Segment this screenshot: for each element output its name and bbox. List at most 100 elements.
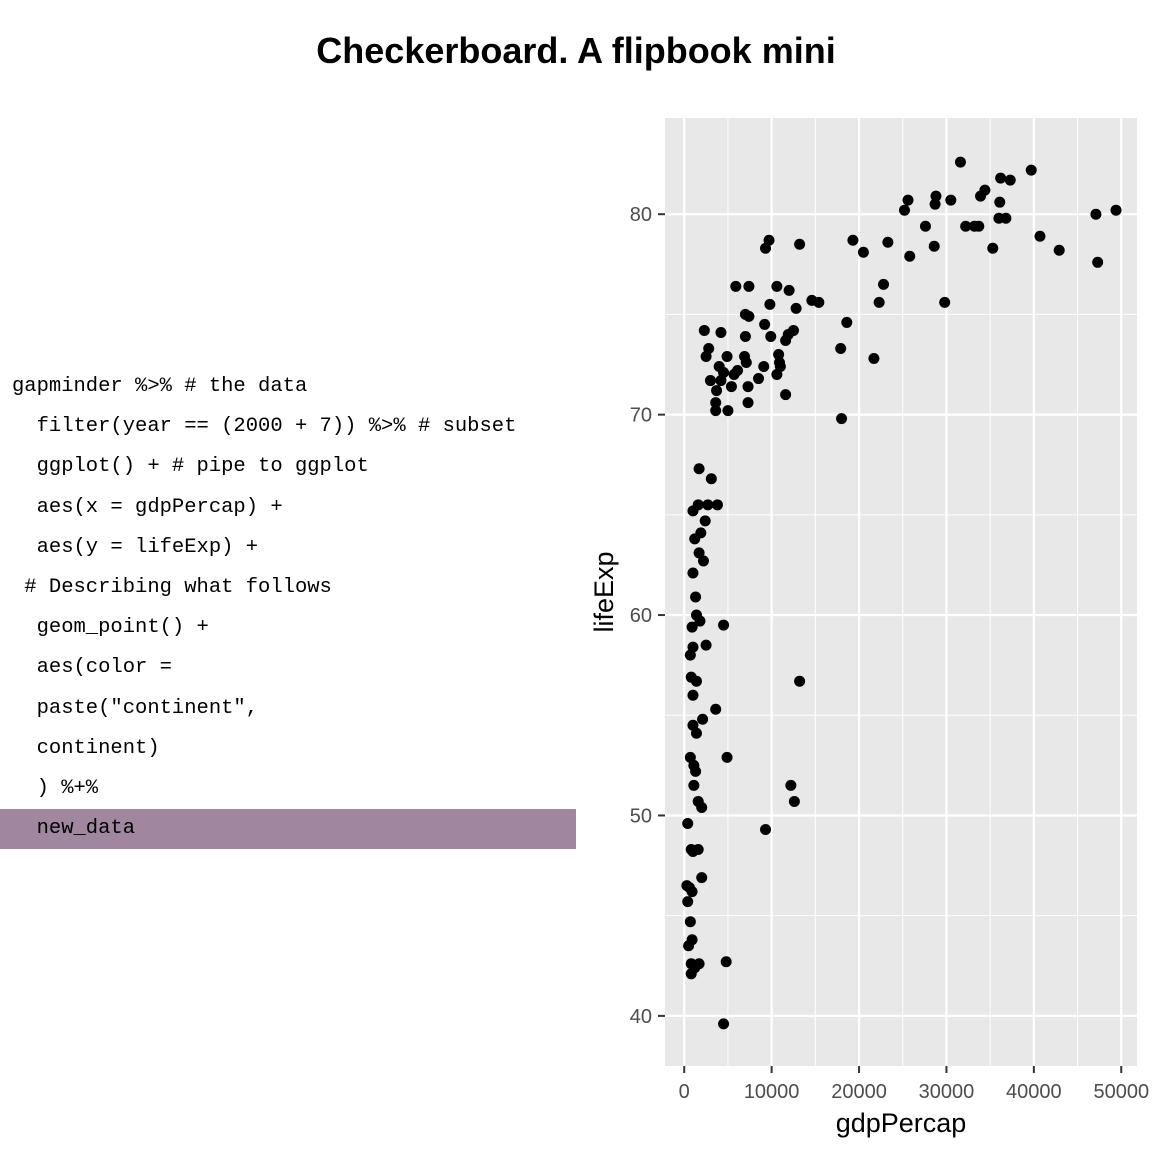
data-point [973, 220, 985, 232]
data-point [686, 621, 698, 633]
data-point [687, 505, 699, 517]
code-line: paste("continent", [0, 689, 576, 729]
data-point [697, 713, 709, 725]
code-line: ) %+% [0, 769, 576, 809]
x-tick-label: 20000 [831, 1081, 887, 1103]
x-tick-label: 10000 [744, 1081, 800, 1103]
code-line-text: ggplot() + # pipe to ggplot [12, 455, 369, 479]
data-point [690, 765, 702, 777]
y-tick-label: 50 [630, 805, 652, 827]
y-tick-label: 70 [630, 405, 652, 427]
data-point [780, 334, 792, 346]
data-point [696, 801, 708, 813]
data-point [939, 296, 951, 308]
data-point [718, 1018, 730, 1030]
data-point [771, 369, 783, 381]
data-point [960, 220, 972, 232]
code-line: aes(y = lifeExp) + [0, 528, 576, 568]
data-point [728, 369, 740, 381]
data-point [718, 619, 730, 631]
data-point [764, 298, 776, 310]
data-point [1025, 164, 1037, 176]
data-point [742, 397, 754, 409]
data-point [1110, 204, 1122, 216]
data-point [700, 639, 712, 651]
y-tick-label: 60 [630, 605, 652, 627]
data-point [687, 846, 699, 858]
data-point [710, 405, 722, 417]
data-point [785, 779, 797, 791]
code-line-highlighted: new_data [0, 809, 576, 850]
data-point [868, 353, 880, 365]
code-line: geom_point() + [0, 608, 576, 648]
data-point [813, 296, 825, 308]
data-point [700, 351, 712, 363]
x-tick-label: 30000 [919, 1081, 975, 1103]
code-line: gapminder %>% # the data [0, 367, 576, 407]
data-point [841, 316, 853, 328]
data-point [696, 872, 708, 884]
data-point [739, 330, 751, 342]
data-point [794, 238, 806, 250]
data-point [710, 397, 722, 409]
code-line: aes(x = gdpPercap) + [0, 488, 576, 528]
data-point [836, 413, 848, 425]
data-point [686, 886, 698, 898]
data-point [704, 375, 716, 387]
data-point [928, 240, 940, 252]
data-point [721, 351, 733, 363]
data-point [794, 675, 806, 687]
data-point [1090, 208, 1102, 220]
code-line-text: aes(y = lifeExp) + [12, 535, 259, 559]
data-point [930, 190, 942, 202]
data-point [710, 703, 722, 715]
plot-panel [665, 118, 1137, 1066]
data-point [954, 156, 966, 168]
figure-title: Checkerboard. A flipbook mini [316, 30, 836, 71]
code-line: ggplot() + # pipe to ggplot [0, 447, 576, 487]
data-point [898, 204, 910, 216]
code-line-text: continent) [12, 736, 160, 760]
data-point [740, 357, 752, 369]
data-point [1034, 230, 1046, 242]
data-point [689, 533, 701, 545]
x-axis-title: gdpPercap [836, 1108, 967, 1138]
data-point [684, 649, 696, 661]
data-point [743, 280, 755, 292]
code-line: # Describing what follows [0, 568, 576, 608]
data-point [904, 250, 916, 262]
data-point [790, 302, 802, 314]
data-point [690, 591, 702, 603]
data-point [730, 280, 742, 292]
data-point [753, 373, 765, 385]
data-point [684, 916, 696, 928]
y-axis-title: lifeExp [589, 551, 619, 632]
data-point [783, 284, 795, 296]
code-line-text: new_data [12, 817, 136, 841]
data-point [760, 242, 772, 254]
code-line-text: filter(year == (2000 + 7)) %>% # subset [12, 415, 517, 439]
data-point [742, 381, 754, 393]
data-point [721, 751, 733, 763]
data-point [683, 940, 695, 952]
data-point [722, 405, 734, 417]
data-point [882, 236, 894, 248]
code-line-text: ) %+% [12, 776, 99, 800]
data-point [760, 824, 772, 836]
x-tick-label: 40000 [1006, 1081, 1062, 1103]
data-point [1004, 174, 1016, 186]
data-point [878, 278, 890, 290]
data-point [715, 375, 727, 387]
data-point [688, 779, 700, 791]
data-point [725, 381, 737, 393]
data-point [773, 348, 785, 360]
data-point [902, 194, 914, 206]
data-point [987, 242, 999, 254]
code-line: aes(color = [0, 648, 576, 688]
data-point [720, 956, 732, 968]
data-point [690, 727, 702, 739]
data-point [711, 385, 723, 397]
data-point [929, 198, 941, 210]
data-point [697, 555, 709, 567]
